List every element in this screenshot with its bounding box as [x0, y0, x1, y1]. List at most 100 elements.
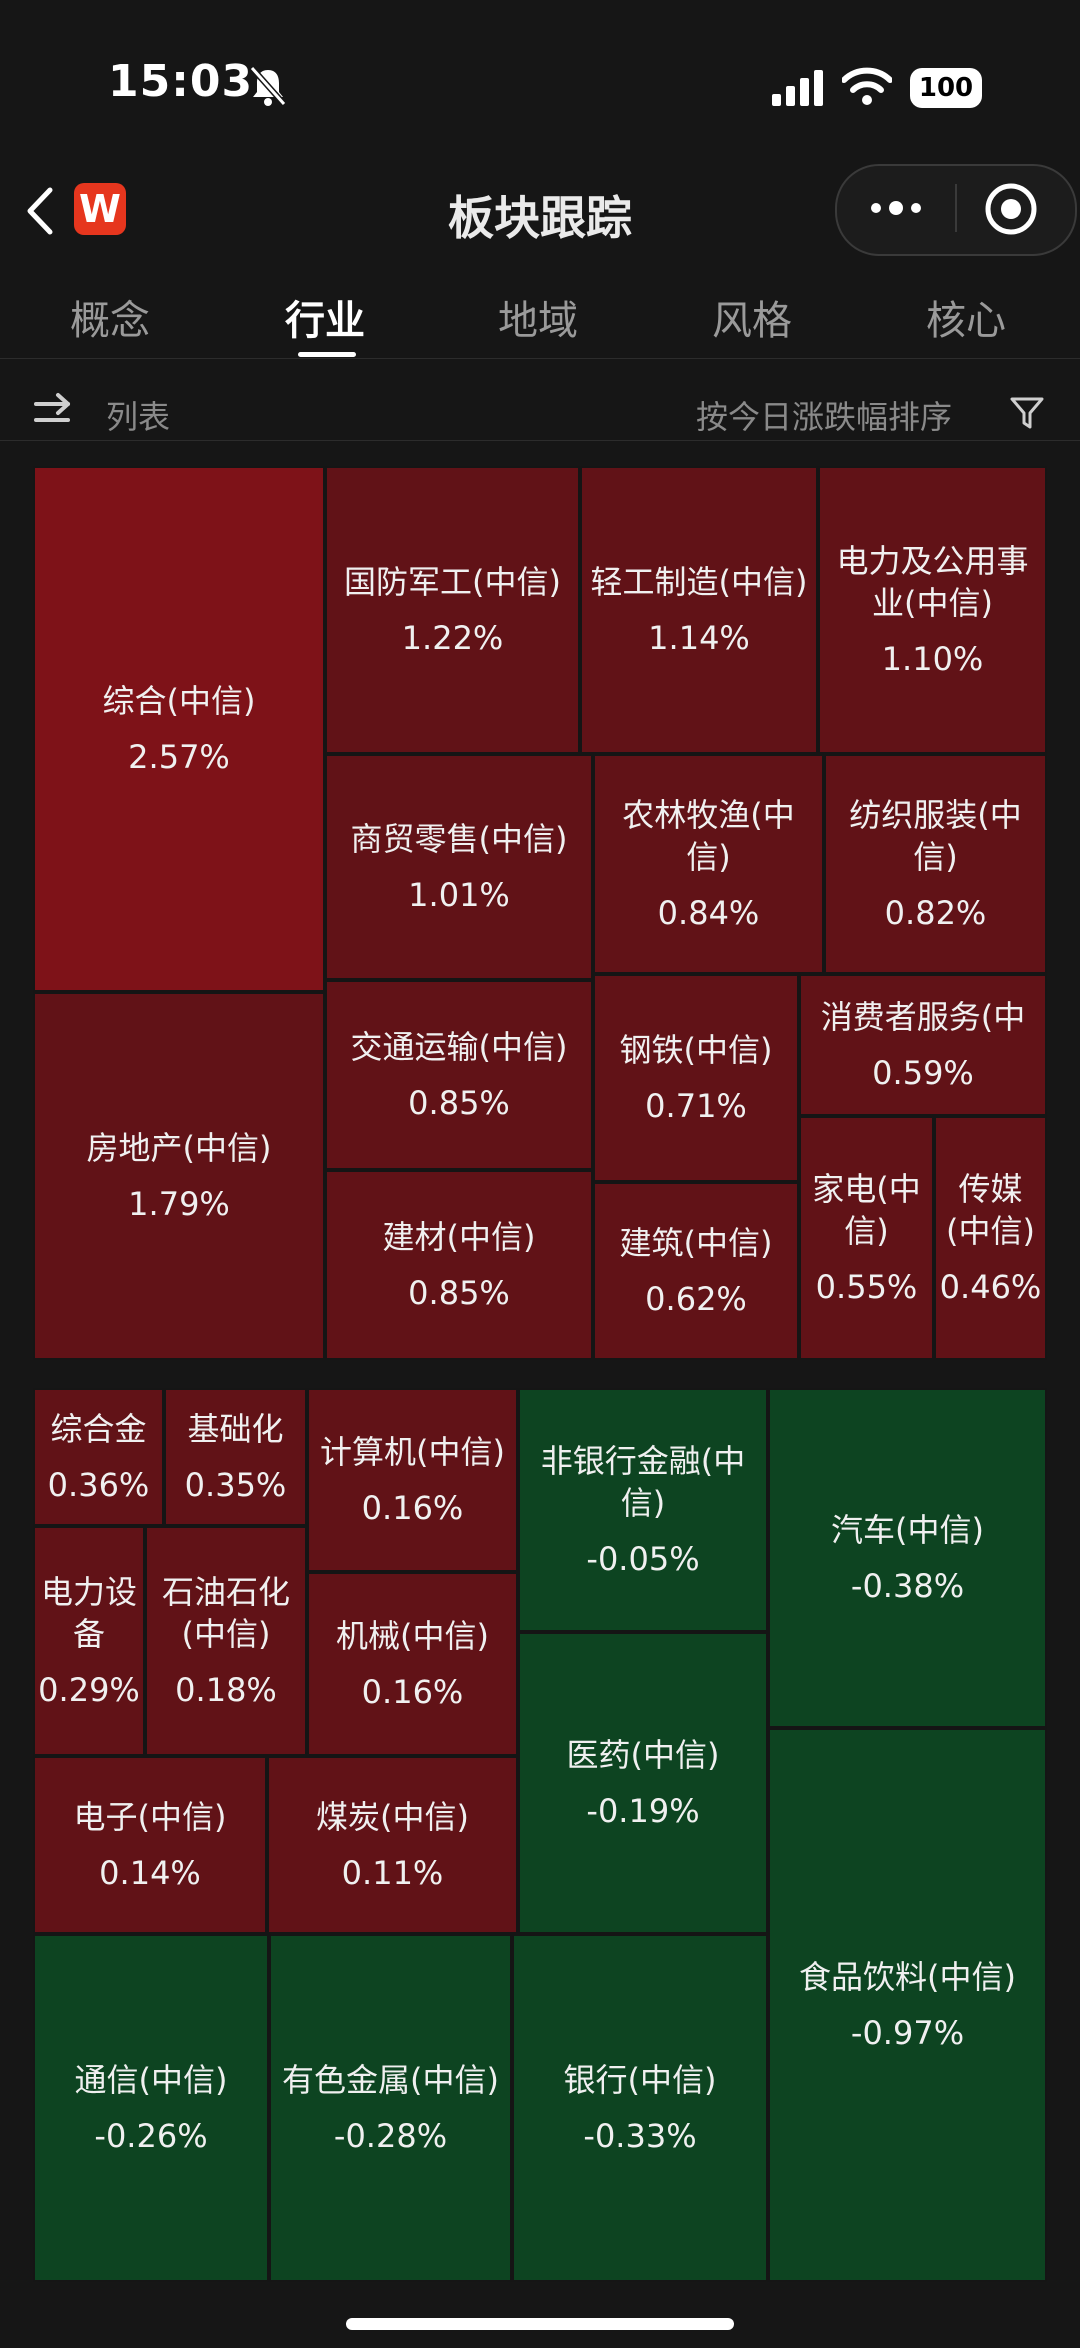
- sector-name: 食品饮料(中信): [799, 1958, 1016, 1996]
- sector-change: 0.11%: [341, 1854, 444, 1892]
- target-icon[interactable]: [984, 182, 1038, 236]
- sector-change: -0.19%: [586, 1792, 700, 1830]
- filter-icon[interactable]: [1010, 396, 1044, 430]
- swap-icon[interactable]: [32, 392, 72, 430]
- sector-name: 电力及公用事业(中信): [836, 542, 1029, 622]
- tab-style[interactable]: 风格: [712, 298, 792, 344]
- treemap-cell[interactable]: 电力设备 0.29%: [33, 1526, 145, 1756]
- sector-change: 0.82%: [884, 894, 987, 932]
- treemap-cell[interactable]: 综合金 0.36%: [33, 1388, 164, 1526]
- sector-name: 建筑(中信): [619, 1224, 773, 1262]
- sector-change: 0.71%: [645, 1087, 747, 1125]
- back-icon[interactable]: [22, 186, 58, 236]
- treemap-cell[interactable]: 汽车(中信) -0.38%: [768, 1388, 1047, 1728]
- sector-change: -0.05%: [586, 1540, 700, 1578]
- sector-name: 交通运输(中信): [350, 1028, 568, 1066]
- sector-change: 0.14%: [99, 1854, 201, 1892]
- sector-change: 2.57%: [128, 738, 230, 776]
- sector-change: -0.28%: [333, 2117, 448, 2155]
- sector-change: -0.33%: [583, 2117, 697, 2155]
- sector-name: 电子(中信): [73, 1798, 227, 1836]
- treemap-cell[interactable]: 家电(中信) 0.55%: [799, 1116, 934, 1360]
- sector-name: 纺织服装(中信): [849, 796, 1022, 876]
- signal-icon: [772, 70, 823, 106]
- sector-change: 0.85%: [408, 1084, 510, 1122]
- capsule-divider: [955, 184, 957, 232]
- treemap-cell[interactable]: 石油石化(中信) 0.18%: [145, 1526, 307, 1756]
- sort-label[interactable]: 按今日涨跌幅排序: [696, 398, 953, 436]
- page-title: 板块跟踪: [448, 191, 632, 245]
- list-toggle-label[interactable]: 列表: [106, 398, 171, 436]
- treemap-cell[interactable]: 有色金属(中信) -0.28%: [269, 1934, 512, 2282]
- treemap-cell[interactable]: 农林牧渔(中信) 0.84%: [593, 754, 824, 974]
- treemap-cell[interactable]: 食品饮料(中信) -0.97%: [768, 1728, 1047, 2282]
- treemap-cell[interactable]: 医药(中信) -0.19%: [518, 1632, 768, 1934]
- sector-change: 0.29%: [38, 1671, 140, 1709]
- battery-icon: 100: [910, 68, 982, 108]
- sector-change: 0.46%: [939, 1268, 1042, 1306]
- sector-change: 1.79%: [128, 1185, 230, 1223]
- treemap-cell[interactable]: 电力及公用事业(中信) 1.10%: [818, 466, 1047, 754]
- treemap-cell[interactable]: 综合(中信) 2.57%: [33, 466, 325, 992]
- treemap-cell[interactable]: 纺织服装(中信) 0.82%: [824, 754, 1047, 974]
- treemap-cell[interactable]: 非银行金融(中信) -0.05%: [518, 1388, 768, 1632]
- app-logo: W: [74, 183, 126, 235]
- sector-change: 0.16%: [361, 1673, 464, 1711]
- sector-change: 0.85%: [408, 1274, 510, 1312]
- sector-name: 银行(中信): [563, 2061, 717, 2099]
- treemap-cell[interactable]: 通信(中信) -0.26%: [33, 1934, 269, 2282]
- more-icon[interactable]: [868, 196, 924, 220]
- tab-region[interactable]: 地域: [498, 298, 578, 344]
- sector-change: 0.55%: [815, 1268, 918, 1306]
- sector-name: 消费者服务(中: [820, 998, 1026, 1036]
- tab-concept[interactable]: 概念: [70, 298, 150, 344]
- sector-change: 0.16%: [361, 1489, 464, 1527]
- sector-name: 综合(中信): [102, 682, 256, 720]
- treemap-cell[interactable]: 轻工制造(中信) 1.14%: [580, 466, 818, 754]
- sector-name: 国防军工(中信): [344, 563, 561, 601]
- sector-change: 1.22%: [401, 619, 504, 657]
- sector-change: 1.14%: [648, 619, 750, 657]
- treemap-cell[interactable]: 钢铁(中信) 0.71%: [593, 974, 799, 1182]
- tab-core[interactable]: 核心: [926, 298, 1006, 344]
- treemap-cell[interactable]: 传媒(中信) 0.46%: [934, 1116, 1047, 1360]
- sector-name: 轻工制造(中信): [590, 563, 808, 601]
- sector-name: 通信(中信): [74, 2061, 228, 2099]
- status-time: 15:03: [108, 56, 254, 107]
- sector-change: 0.84%: [657, 894, 760, 932]
- treemap-cell[interactable]: 银行(中信) -0.33%: [512, 1934, 768, 2282]
- sector-name: 非银行金融(中信): [540, 1442, 746, 1522]
- sector-name: 农林牧渔(中信): [622, 796, 795, 876]
- divider: [0, 440, 1080, 441]
- treemap-cell[interactable]: 基础化 0.35%: [164, 1388, 307, 1526]
- sector-change: -0.26%: [94, 2117, 208, 2155]
- treemap-cell[interactable]: 消费者服务(中 0.59%: [799, 974, 1047, 1116]
- home-indicator: [346, 2318, 734, 2330]
- sector-name: 房地产(中信): [86, 1129, 272, 1167]
- sector-name: 计算机(中信): [320, 1433, 505, 1471]
- sector-change: 0.62%: [645, 1280, 747, 1318]
- sector-change: 0.35%: [184, 1466, 287, 1504]
- sector-change: 1.10%: [881, 640, 984, 678]
- treemap-cell[interactable]: 国防军工(中信) 1.22%: [325, 466, 580, 754]
- sector-name: 煤炭(中信): [316, 1798, 469, 1836]
- sector-name: 石油石化(中信): [161, 1573, 290, 1653]
- sector-change: -0.38%: [850, 1567, 965, 1605]
- sector-name: 建材(中信): [382, 1218, 536, 1256]
- treemap-cell[interactable]: 商贸零售(中信) 1.01%: [325, 754, 593, 980]
- treemap-cell[interactable]: 煤炭(中信) 0.11%: [267, 1756, 518, 1934]
- sector-name: 商贸零售(中信): [350, 820, 568, 858]
- treemap-cell[interactable]: 电子(中信) 0.14%: [33, 1756, 267, 1934]
- treemap-cell[interactable]: 房地产(中信) 1.79%: [33, 992, 325, 1360]
- tab-industry[interactable]: 行业: [285, 298, 365, 344]
- sector-name: 汽车(中信): [831, 1511, 984, 1549]
- treemap-cell[interactable]: 建材(中信) 0.85%: [325, 1170, 593, 1360]
- treemap-cell[interactable]: 交通运输(中信) 0.85%: [325, 980, 593, 1170]
- sector-change: 0.18%: [175, 1671, 277, 1709]
- treemap-cell[interactable]: 计算机(中信) 0.16%: [307, 1388, 518, 1572]
- treemap-cell[interactable]: 机械(中信) 0.16%: [307, 1572, 518, 1756]
- wifi-icon: [842, 67, 892, 105]
- sector-change: -0.97%: [850, 2014, 965, 2052]
- sector-name: 电力设备: [40, 1573, 137, 1653]
- treemap-cell[interactable]: 建筑(中信) 0.62%: [593, 1182, 799, 1360]
